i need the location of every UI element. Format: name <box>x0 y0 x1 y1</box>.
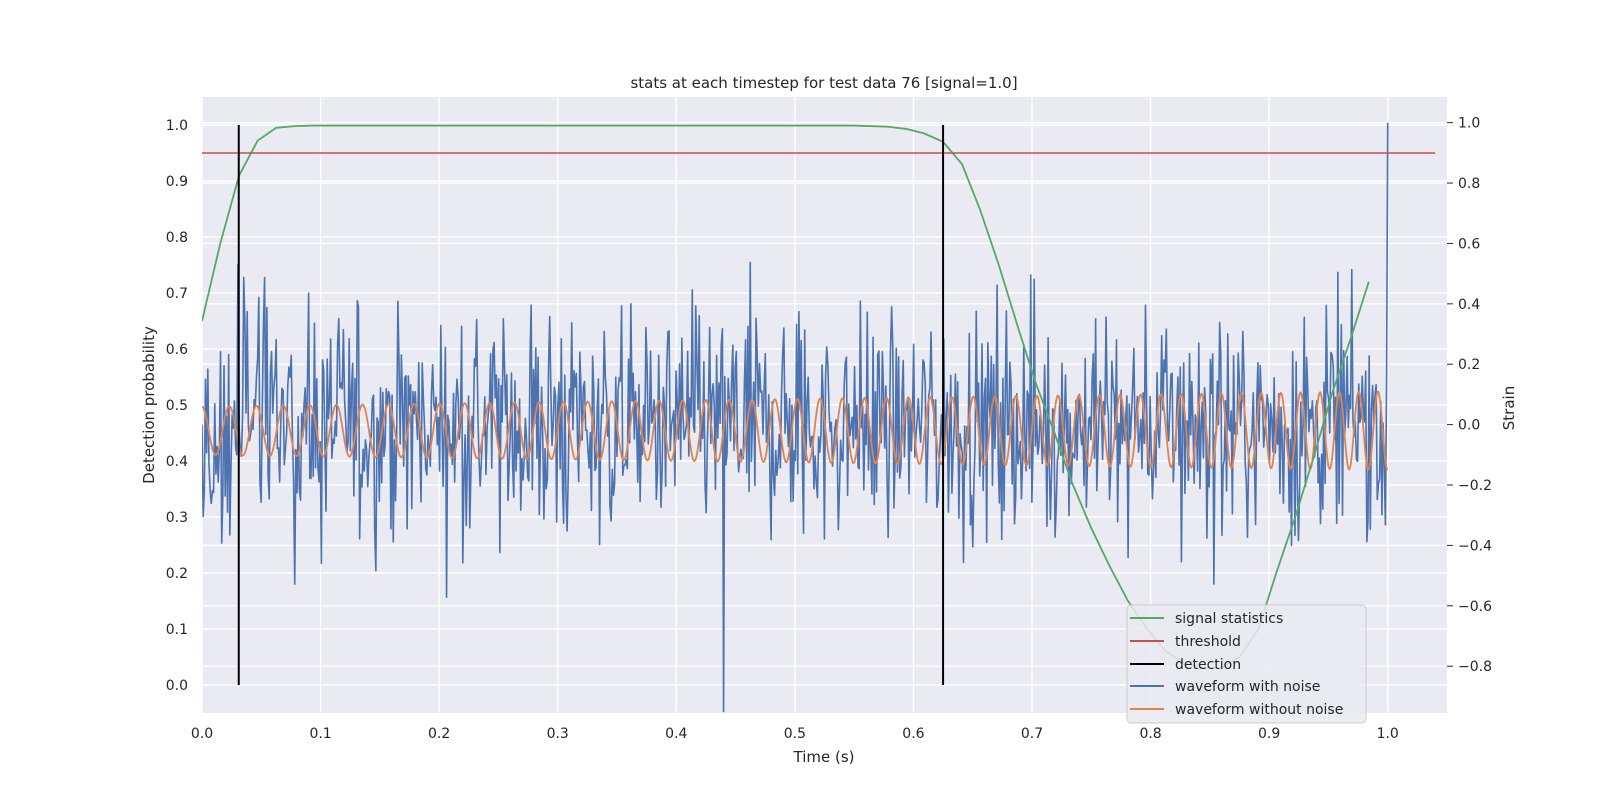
x-tick-label: 0.8 <box>1139 726 1161 742</box>
legend-label-waveform-without-noise: waveform without noise <box>1175 702 1343 718</box>
legend: signal statistics threshold detection wa… <box>1126 604 1367 724</box>
y-tick-label: 0.4 <box>166 454 188 470</box>
legend-label-signal-statistics: signal statistics <box>1175 611 1283 627</box>
y2-tick-label: −0.6 <box>1458 599 1492 615</box>
y2-tick-label: −0.2 <box>1458 478 1492 494</box>
x-tick-label: 0.6 <box>902 726 924 742</box>
x-tick-label: 0.4 <box>665 726 687 742</box>
y2-tick-label: 0.6 <box>1458 236 1480 252</box>
y-axis-label: Detection probability <box>140 326 158 484</box>
y2-axis-label: Strain <box>1500 386 1518 430</box>
axes: 0.0 0.1 0.2 0.3 0.4 0.5 0.6 0.7 0.8 0.9 1.0 0.0 0.1 0… <box>166 116 1492 742</box>
y2-tick-label: 0.2 <box>1458 357 1480 373</box>
x-tick-label: 0.1 <box>309 726 331 742</box>
y2-tick-label: 0.0 <box>1458 418 1480 434</box>
y2-tick-label: 0.4 <box>1458 297 1480 313</box>
x-tick-label: 1.0 <box>1377 726 1399 742</box>
x-tick-label: 0.9 <box>1258 726 1280 742</box>
x-tick-label: 0.2 <box>428 726 450 742</box>
y-tick-label: 0.0 <box>166 678 188 694</box>
y-tick-label: 0.3 <box>166 510 188 526</box>
y-tick-label: 0.8 <box>166 230 188 246</box>
y-tick-label: 0.6 <box>166 342 188 358</box>
series-waveform-with-noise <box>202 122 1389 713</box>
y-tick-label: 0.9 <box>166 174 188 190</box>
legend-label-waveform-with-noise: waveform with noise <box>1175 679 1320 695</box>
y2-tick-label: −0.4 <box>1458 538 1492 554</box>
legend-label-threshold: threshold <box>1175 634 1241 650</box>
x-tick-label: 0.0 <box>191 726 213 742</box>
legend-label-detection: detection <box>1175 657 1241 673</box>
y-tick-label: 0.5 <box>166 398 188 414</box>
y2-tick-label: 1.0 <box>1458 116 1480 132</box>
chart-title: stats at each timestep for test data 76 … <box>630 74 1017 92</box>
x-tick-label: 0.7 <box>1021 726 1043 742</box>
y2-tick-label: 0.8 <box>1458 176 1480 192</box>
y-tick-label: 0.1 <box>166 622 188 638</box>
y-tick-label: 1.0 <box>166 118 188 134</box>
x-tick-label: 0.3 <box>547 726 569 742</box>
y-tick-label: 0.7 <box>166 286 188 302</box>
series-waveform-without-noise <box>202 390 1389 471</box>
x-tick-label: 0.5 <box>784 726 806 742</box>
x-axis-label: Time (s) <box>793 748 855 766</box>
y2-tick-label: −0.8 <box>1458 659 1492 675</box>
y-tick-label: 0.2 <box>166 566 188 582</box>
legend-box <box>1126 604 1367 724</box>
